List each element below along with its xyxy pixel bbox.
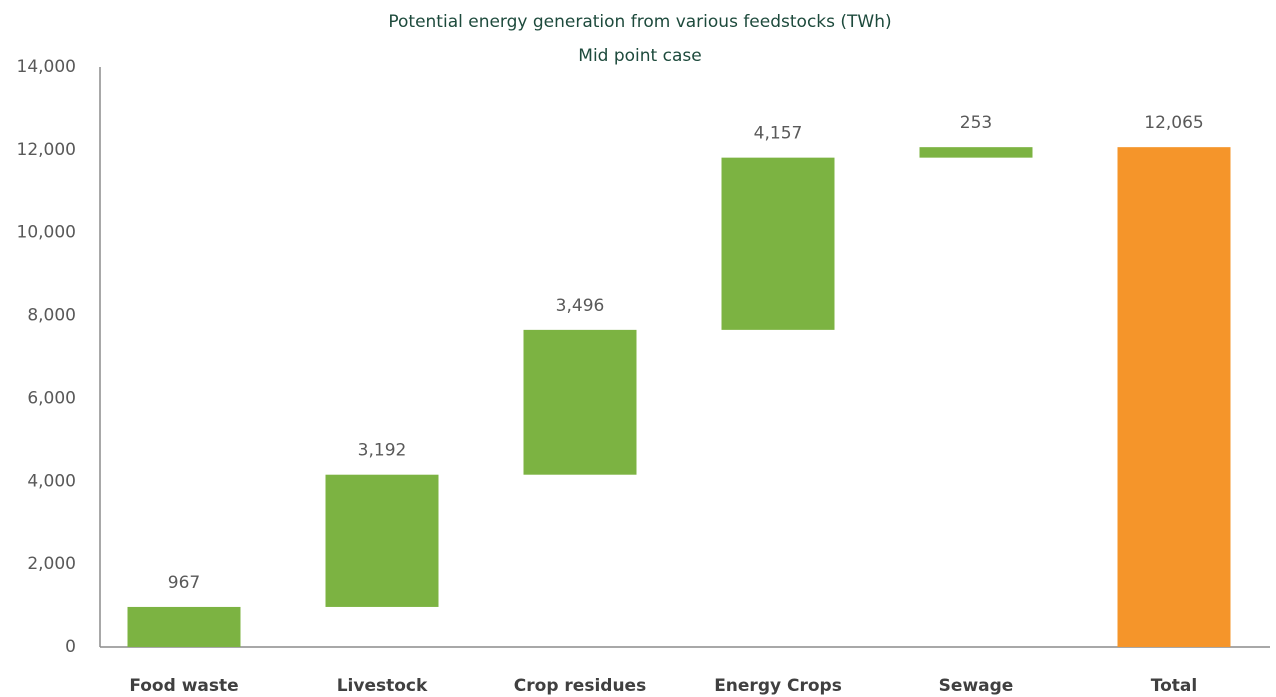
bar (127, 606, 241, 647)
y-tick-label: 6,000 (27, 388, 76, 408)
y-tick-label: 8,000 (27, 306, 76, 326)
x-tick-label: Total (1151, 676, 1197, 696)
chart-subtitle: Mid point case (578, 46, 701, 66)
bar (721, 157, 835, 330)
bar (523, 329, 637, 475)
bar (919, 147, 1033, 158)
y-tick-label: 0 (65, 637, 76, 657)
x-tick-label: Energy Crops (714, 676, 842, 696)
x-tick-label: Sewage (939, 676, 1014, 696)
y-tick-label: 14,000 (17, 57, 76, 77)
x-tick-label: Livestock (337, 676, 428, 696)
bar (325, 474, 439, 607)
x-tick-label: Food waste (129, 676, 238, 696)
y-tick-label: 12,000 (17, 140, 76, 160)
bar (1117, 147, 1231, 647)
value-label: 967 (168, 573, 200, 593)
y-tick-label: 2,000 (27, 554, 76, 574)
value-label: 253 (960, 113, 992, 133)
value-label: 12,065 (1144, 113, 1203, 133)
value-label: 4,157 (754, 124, 803, 144)
y-tick-label: 10,000 (17, 223, 76, 243)
x-tick-label: Crop residues (514, 676, 646, 696)
value-label: 3,496 (556, 296, 605, 316)
value-label: 3,192 (358, 441, 407, 461)
y-tick-label: 4,000 (27, 471, 76, 491)
chart-title: Potential energy generation from various… (388, 12, 891, 32)
